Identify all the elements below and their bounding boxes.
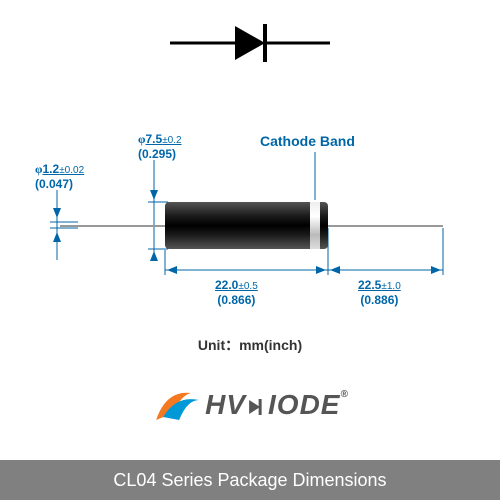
logo: HVIODE® [151, 385, 349, 425]
package-diagram: Cathode Band [0, 130, 500, 310]
lead-len-label: 22.5±1.0 (0.886) [358, 278, 401, 307]
logo-text: HVIODE® [205, 389, 349, 421]
body-len-label: 22.0±0.5 (0.866) [215, 278, 258, 307]
diode-body [165, 202, 328, 249]
unit-label: Unit：mm(inch) [198, 335, 302, 355]
right-lead [328, 225, 443, 227]
diode-symbol [170, 18, 330, 73]
footer-title: CL04 Series Package Dimensions [0, 460, 500, 500]
left-lead [60, 225, 165, 227]
logo-swoosh-icon [151, 385, 201, 425]
cathode-band [310, 202, 320, 249]
body-dia-label: φ7.5±0.2 (0.295) [138, 132, 182, 161]
lead-dia-label: φ1.2±0.02 (0.047) [35, 162, 84, 191]
